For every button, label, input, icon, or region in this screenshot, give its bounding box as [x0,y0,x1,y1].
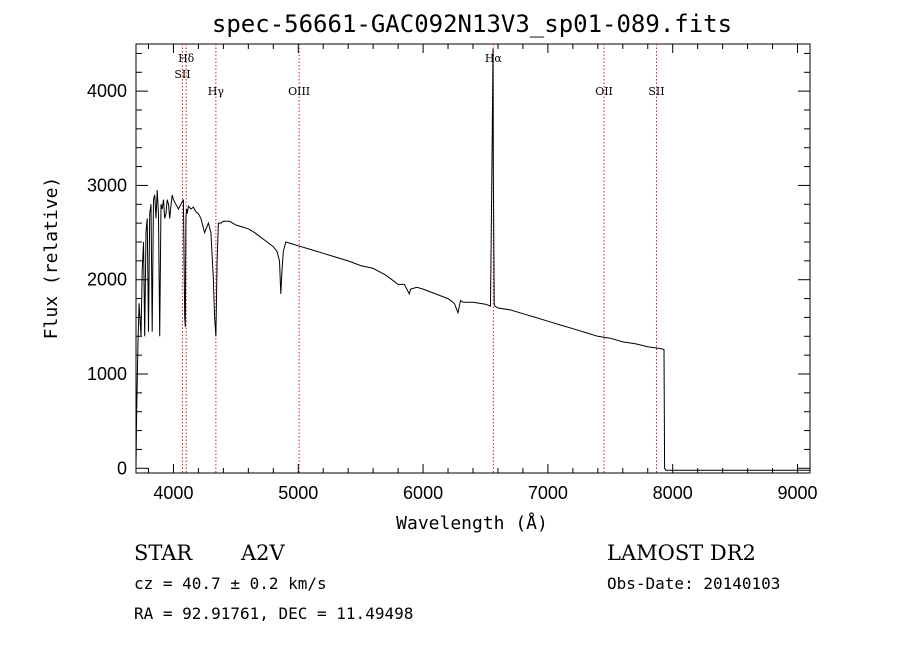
spectral-subclass: A2V [240,541,286,565]
redshift-info: cz = 40.7 ± 0.2 km/s [134,574,327,593]
spectral-line-label: Hδ [178,52,195,65]
spectral-line-label: OII [595,85,613,98]
y-tick-label: 1000 [87,364,127,384]
spectral-line-label: SII [648,85,664,98]
spectral-line-label: Hγ [208,85,225,98]
x-tick-label: 7000 [528,483,568,503]
y-tick-label: 4000 [87,81,127,101]
spectral-line-markers: Hδ SII Hγ OIII Hα OII SII [174,44,665,473]
survey-name: LAMOST DR2 [607,541,756,565]
x-tick-label: 9000 [777,483,817,503]
x-tick-label: 5000 [278,483,318,503]
y-tick-label: 2000 [87,270,127,290]
x-axis-label: Wavelength (Å) [396,512,548,534]
x-tick-label: 4000 [153,483,193,503]
chart-title: spec-56661-GAC092N13V3_sp01-089.fits [212,10,732,38]
spectral-line-label: Hα [485,52,503,65]
obs-date: Obs-Date: 20140103 [607,574,780,593]
plot-frame [135,43,811,474]
coordinates: RA = 92.91761, DEC = 11.49498 [134,604,413,623]
spectrum-line [135,48,810,471]
x-tick-label: 8000 [653,483,693,503]
spectral-line-label: SII [174,68,190,81]
y-tick-label: 0 [117,458,127,478]
spectral-line-label: OIII [288,85,310,98]
y-tick-label: 3000 [87,175,127,195]
y-axis-label: Flux (relative) [41,177,62,340]
x-tick-label: 6000 [403,483,443,503]
object-type: STAR [134,541,193,565]
axis-ticks: 4000 5000 6000 7000 8000 9000 0 1000 2000 3000 400… [87,44,818,503]
